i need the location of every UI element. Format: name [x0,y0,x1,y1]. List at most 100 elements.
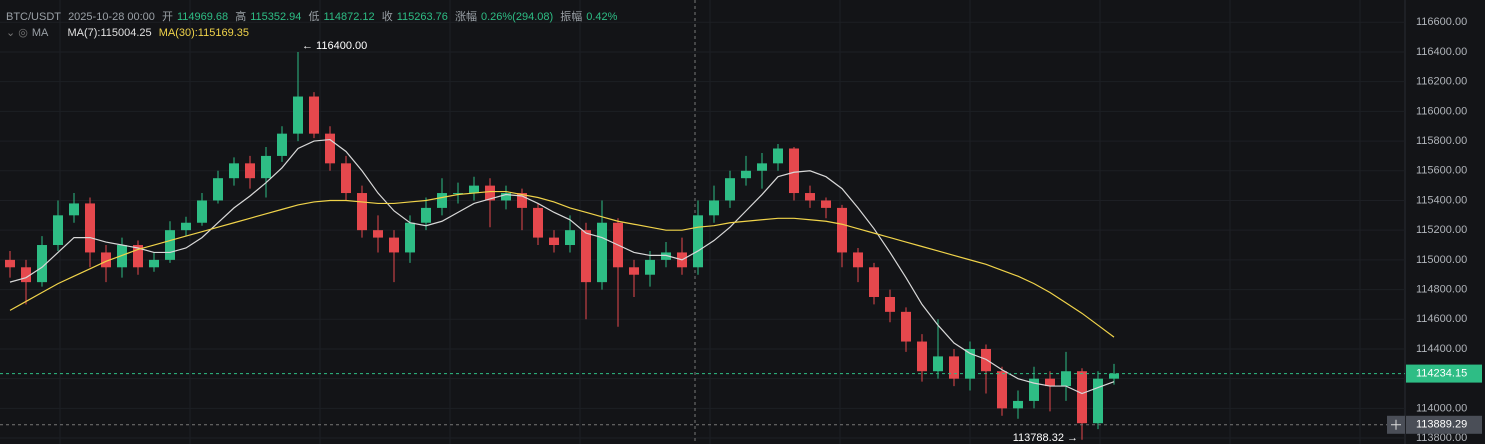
low-label: 低 [308,11,320,23]
y-tick-label: 116400.00 [1416,46,1467,58]
candle-body [773,148,783,164]
candle-body [373,230,383,238]
ma-line [9,138,1115,395]
ohlc-header: BTC/USDT 2025-10-28 00:00 开 114969.68 高 11… [6,8,621,24]
y-tick-label: 115000.00 [1416,254,1467,266]
candle-body [5,259,15,268]
plus-icon [1391,419,1401,430]
high-label: 高 [235,11,247,23]
candle-body [69,203,79,216]
candle-body [101,252,111,268]
candle-body [837,207,847,253]
y-tick-label: 115400.00 [1416,194,1467,206]
ma-line [9,190,1115,338]
candle-body [1013,400,1023,409]
candle-body [693,215,703,268]
y-tick-label: 116200.00 [1416,76,1467,88]
candle-body [485,185,495,201]
candle-body [757,163,767,171]
candle-body [341,163,351,194]
candle-body [869,267,879,297]
candle-body [53,215,63,246]
y-tick-label: 114400.00 [1416,343,1467,355]
candle-body [453,193,463,195]
candle-body [229,163,239,179]
high-value: 115352.94 [250,11,302,23]
open-value: 114969.68 [176,11,229,23]
close-label: 收 [381,11,393,23]
candle-body [997,371,1007,409]
max-annotation: ← 116400.00 [302,40,367,52]
last-price-box [1406,364,1482,383]
low-value: 114872.12 [323,11,375,23]
ma-toggle[interactable]: ⌄ ◎ [6,27,28,39]
candle-body [549,237,559,246]
candle-body [885,296,895,312]
y-tick-label: 116000.00 [1416,105,1467,117]
candle-body [357,193,367,231]
candle-body [325,133,335,164]
y-tick-label: 114800.00 [1416,283,1467,295]
ma-header: ⌄ ◎ MA MA(7):115004.25 MA(30):115169.35 [6,26,253,39]
candle-body [293,96,303,134]
candle-body [725,178,735,201]
candle-body [21,267,31,283]
candle-body [501,193,511,201]
candle-body [181,222,191,231]
candle-body [789,148,799,194]
y-tick-label: 114600.00 [1416,313,1467,325]
candle-body [37,245,47,283]
min-annotation: 113788.32 → [1013,432,1078,444]
time: 2025-10-28 00:00 [68,11,155,23]
open-label: 开 [161,11,173,23]
candle-body [437,193,447,208]
candle-body [1045,378,1055,387]
candle-body [917,341,927,372]
candle-body [309,96,319,134]
candle-body [965,348,975,379]
candle-body [853,252,863,268]
candle-body [1109,373,1119,379]
y-tick-label: 115200.00 [1416,224,1467,236]
crosshair-box [1406,415,1482,434]
candle-body [981,348,991,372]
y-tick-label: 116600.00 [1416,16,1467,28]
candle-body [709,200,719,216]
candle-body [197,200,207,223]
y-tick-label: 115800.00 [1416,135,1467,147]
candle-body [901,311,911,342]
candle-body [149,259,159,268]
candle-body [405,222,415,253]
candle-body [85,203,95,253]
candle-body [1029,378,1039,401]
candle-body [245,163,255,179]
y-tick-label: 114000.00 [1416,402,1467,414]
amplitude-label: 振幅 [560,11,583,23]
candle-body [581,230,591,283]
candle-body [469,185,479,194]
amplitude-value: 0.42% [586,11,618,23]
candle-body [261,155,271,179]
candle-body [565,230,575,246]
candle-body [1061,371,1071,387]
candle-body [389,237,399,253]
candle-body [165,230,175,260]
candle-body [741,170,751,179]
candle-body [117,245,127,268]
candle-body [533,207,543,238]
symbol: BTC/USDT [6,11,61,23]
candle-body [1093,378,1103,424]
ma30-legend: MA(30):115169.35 [158,27,249,39]
ma7-legend: MA(7):115004.25 [67,27,152,39]
change-label: 涨幅 [454,11,477,23]
candle-body [213,178,223,201]
crosshair-label: 113889.29 [1416,419,1467,431]
candle-body [661,252,671,260]
close-value: 115263.76 [396,11,448,23]
candle-body [645,259,655,275]
candle-body [821,200,831,208]
candle-body [597,222,607,283]
y-tick-label: 113800.00 [1416,432,1467,444]
candle-body [421,207,431,223]
